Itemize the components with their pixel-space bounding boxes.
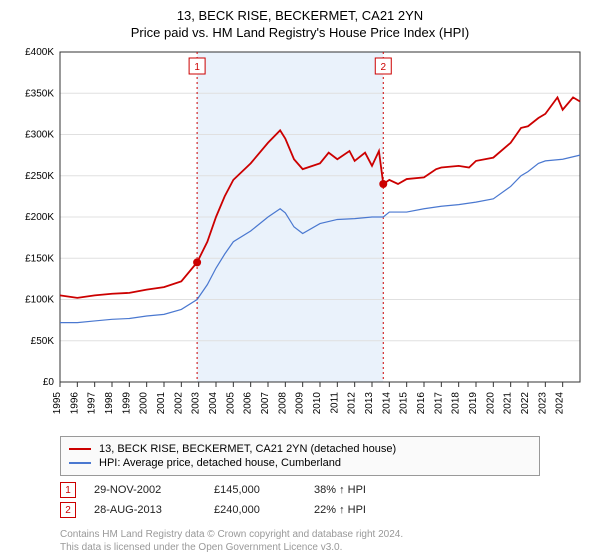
svg-text:£50K: £50K (31, 336, 55, 347)
svg-text:2018: 2018 (451, 392, 462, 415)
svg-text:2021: 2021 (503, 392, 514, 415)
svg-text:£350K: £350K (25, 88, 54, 99)
svg-text:2: 2 (380, 62, 386, 73)
svg-text:1997: 1997 (87, 392, 98, 415)
svg-text:2000: 2000 (139, 392, 150, 415)
svg-text:2005: 2005 (225, 392, 236, 415)
svg-text:2013: 2013 (364, 392, 375, 415)
sale-row: 1 29-NOV-2002 £145,000 38% ↑ HPI (60, 482, 414, 498)
svg-text:£300K: £300K (25, 130, 54, 141)
sale-date: 29-NOV-2002 (94, 484, 214, 496)
legend-row: 13, BECK RISE, BECKERMET, CA21 2YN (deta… (69, 443, 531, 455)
svg-text:2017: 2017 (433, 392, 444, 415)
footnote-line: Contains HM Land Registry data © Crown c… (60, 528, 403, 541)
sale-hpi: 38% ↑ HPI (314, 484, 414, 496)
svg-text:1995: 1995 (52, 392, 63, 415)
sale-hpi: 22% ↑ HPI (314, 504, 414, 516)
svg-text:£150K: £150K (25, 253, 54, 264)
sale-row: 2 28-AUG-2013 £240,000 22% ↑ HPI (60, 502, 414, 518)
svg-text:2011: 2011 (329, 392, 340, 414)
svg-text:£200K: £200K (25, 212, 54, 223)
footnote-line: This data is licensed under the Open Gov… (60, 541, 403, 554)
page-title: 13, BECK RISE, BECKERMET, CA21 2YN (0, 0, 600, 23)
page-subtitle: Price paid vs. HM Land Registry's House … (0, 23, 600, 40)
legend-swatch (69, 462, 91, 464)
svg-text:£100K: £100K (25, 295, 54, 306)
svg-text:2010: 2010 (312, 392, 323, 415)
svg-text:1998: 1998 (104, 392, 115, 415)
svg-text:£250K: £250K (25, 171, 54, 182)
svg-text:2015: 2015 (399, 392, 410, 415)
svg-text:2006: 2006 (243, 392, 254, 415)
sale-date: 28-AUG-2013 (94, 504, 214, 516)
svg-text:2023: 2023 (537, 392, 548, 415)
svg-text:£0: £0 (43, 377, 55, 388)
legend-label: HPI: Average price, detached house, Cumb… (99, 457, 341, 469)
legend: 13, BECK RISE, BECKERMET, CA21 2YN (deta… (60, 436, 540, 476)
svg-text:2014: 2014 (381, 392, 392, 415)
svg-text:2001: 2001 (156, 392, 167, 415)
price-chart: £0 £50K £100K £150K £200K £250K £300K £350K £400… (8, 48, 592, 434)
svg-text:£400K: £400K (25, 48, 54, 58)
svg-text:1999: 1999 (121, 392, 132, 415)
svg-text:2003: 2003 (191, 392, 202, 415)
svg-text:2020: 2020 (485, 392, 496, 415)
svg-text:2012: 2012 (347, 392, 358, 415)
svg-text:2008: 2008 (277, 392, 288, 415)
svg-text:1996: 1996 (69, 392, 80, 415)
sale-marker-icon: 1 (60, 482, 76, 498)
svg-text:2019: 2019 (468, 392, 479, 415)
sale-marker-icon: 2 (60, 502, 76, 518)
legend-row: HPI: Average price, detached house, Cumb… (69, 457, 531, 469)
sale-price: £240,000 (214, 504, 314, 516)
legend-swatch (69, 448, 91, 450)
svg-text:1: 1 (194, 62, 200, 73)
legend-label: 13, BECK RISE, BECKERMET, CA21 2YN (deta… (99, 443, 396, 455)
svg-text:2016: 2016 (416, 392, 427, 415)
svg-text:2024: 2024 (555, 392, 566, 415)
footnote: Contains HM Land Registry data © Crown c… (60, 528, 403, 554)
svg-text:2022: 2022 (520, 392, 531, 415)
sales-table: 1 29-NOV-2002 £145,000 38% ↑ HPI 2 28-AU… (60, 478, 414, 522)
svg-text:2007: 2007 (260, 392, 271, 415)
svg-text:2002: 2002 (173, 392, 184, 415)
svg-text:2009: 2009 (295, 392, 306, 415)
sale-price: £145,000 (214, 484, 314, 496)
svg-text:2004: 2004 (208, 392, 219, 415)
